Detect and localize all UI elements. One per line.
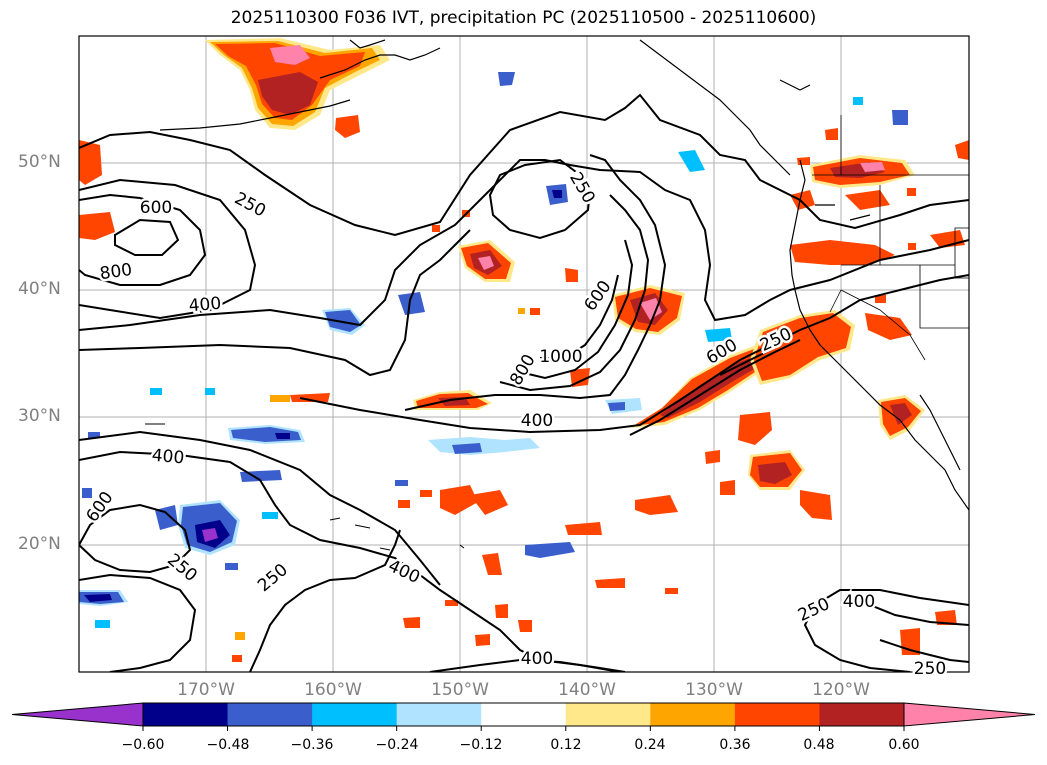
map-frame [78,35,970,673]
colorbar-cell [396,703,482,726]
contour-label-400: 400 [151,446,185,469]
contour-label-600: 600 [581,277,616,315]
contour-label-250: 250 [914,659,946,679]
lon-label-140w: 140°W [558,680,616,700]
colorbar-tick-label: 0.60 [888,737,920,753]
colorbar-tick-label: 0.36 [719,737,751,753]
lat-label-20n: 20°N [18,534,61,554]
colorbar-tick-label: −0.12 [459,737,503,753]
lon-label-130w: 130°W [685,680,743,700]
colorbar-cell [227,703,313,726]
precip-positive-anomalies [79,38,969,662]
colorbar-cell [565,703,651,726]
colorbar-extend-low [11,702,144,727]
contour-label-250: 250 [254,560,292,596]
colorbar-tick-label: 0.48 [803,737,835,753]
colorbar-extend-high [903,702,1036,727]
contour-label-400: 400 [843,592,875,612]
colorbar-cell [312,703,398,726]
islands [145,423,465,551]
colorbar-cell [734,703,820,726]
map-title: 2025110300 F036 IVT, precipitation PC (2… [230,8,817,28]
contour-label-400: 400 [521,649,553,669]
colorbar-tick-label: −0.36 [290,737,334,753]
colorbar-tick-label: 0.12 [550,737,582,753]
contour-label-800: 800 [99,260,134,284]
lon-label-170w: 170°W [177,680,235,700]
contour-label-250: 250 [795,594,833,626]
colorbar-tick-label: −0.48 [206,737,250,753]
contour-label-800: 800 [506,351,540,389]
colorbar-cell [650,703,736,726]
lon-label-120w: 120°W [812,680,870,700]
contour-label-250: 250 [565,169,599,207]
contour-label-250: 250 [163,550,201,586]
lat-label-40n: 40°N [18,279,61,299]
colorbar-tick-label: −0.60 [121,737,165,753]
colorbar-tick-label: 0.24 [634,737,666,753]
colorbar-tick-label: −0.24 [375,737,419,753]
coastlines [159,39,969,511]
colorbar-cell [819,703,905,726]
lon-label-160w: 160°W [304,680,362,700]
contour-label-250: 250 [231,189,269,222]
precip-negative-anomalies [79,72,908,628]
contour-label-400: 400 [521,411,553,431]
graticule [79,36,969,672]
colorbar-cell [481,703,567,726]
ivt-contours [79,93,969,672]
contour-label-400: 400 [188,294,222,317]
colorbar [11,702,1036,731]
lat-label-30n: 30°N [18,406,61,426]
lat-label-50n: 50°N [18,152,61,172]
contour-label-600: 600 [140,198,172,218]
colorbar-cell [143,703,229,726]
contour-label-400: 400 [385,556,423,588]
contour-label-1000: 1000 [539,347,582,367]
lon-label-150w: 150°W [431,680,489,700]
